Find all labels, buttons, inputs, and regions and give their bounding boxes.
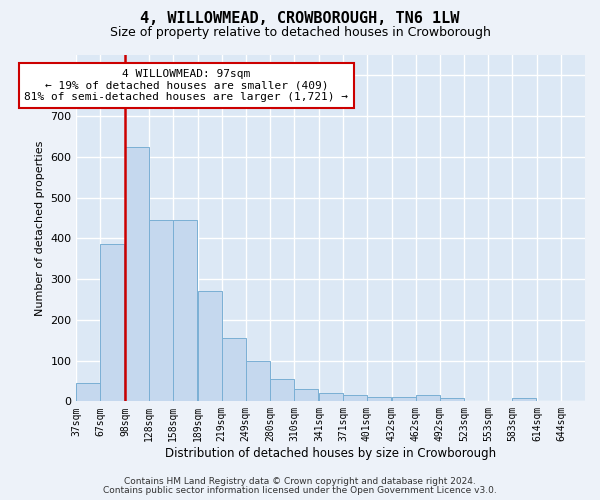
Text: 4, WILLOWMEAD, CROWBOROUGH, TN6 1LW: 4, WILLOWMEAD, CROWBOROUGH, TN6 1LW <box>140 11 460 26</box>
Bar <box>367 398 391 402</box>
Text: Size of property relative to detached houses in Crowborough: Size of property relative to detached ho… <box>110 26 490 39</box>
Y-axis label: Number of detached properties: Number of detached properties <box>35 140 45 316</box>
Bar <box>197 292 221 402</box>
Bar <box>76 383 100 402</box>
Bar <box>149 220 173 402</box>
Bar <box>173 220 197 402</box>
Bar <box>416 395 440 402</box>
Bar <box>440 398 464 402</box>
Bar <box>245 360 269 402</box>
Bar <box>392 398 416 402</box>
Bar <box>294 389 318 402</box>
Text: 4 WILLOWMEAD: 97sqm
← 19% of detached houses are smaller (409)
81% of semi-detac: 4 WILLOWMEAD: 97sqm ← 19% of detached ho… <box>25 69 349 102</box>
Text: Contains public sector information licensed under the Open Government Licence v3: Contains public sector information licen… <box>103 486 497 495</box>
Bar <box>125 146 149 402</box>
Bar <box>100 244 124 402</box>
Bar <box>319 393 343 402</box>
Bar <box>512 398 536 402</box>
Bar <box>271 379 294 402</box>
Bar <box>343 395 367 402</box>
Text: Contains HM Land Registry data © Crown copyright and database right 2024.: Contains HM Land Registry data © Crown c… <box>124 477 476 486</box>
X-axis label: Distribution of detached houses by size in Crowborough: Distribution of detached houses by size … <box>165 447 496 460</box>
Bar <box>221 338 245 402</box>
